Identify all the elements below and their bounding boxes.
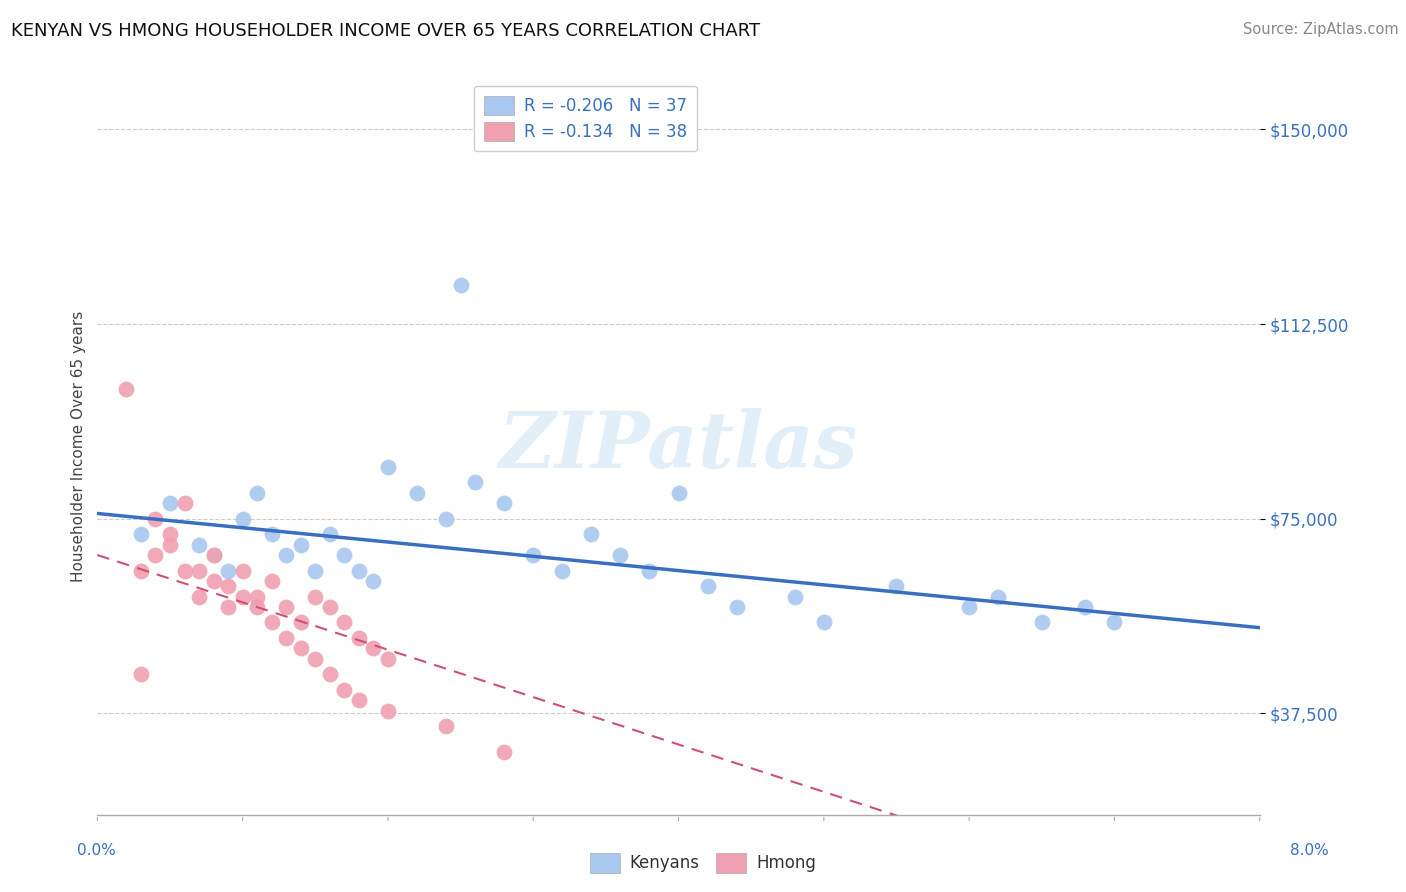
Point <box>522 548 544 562</box>
Point <box>319 599 342 614</box>
Point <box>129 667 152 681</box>
Point <box>494 745 516 759</box>
Point <box>188 538 211 552</box>
Point <box>129 564 152 578</box>
Point <box>783 590 806 604</box>
Point <box>188 564 211 578</box>
Point <box>333 548 356 562</box>
Point <box>813 615 835 630</box>
Point <box>333 615 356 630</box>
Point <box>246 590 269 604</box>
Point <box>260 574 283 588</box>
Point <box>276 599 298 614</box>
Point <box>406 485 429 500</box>
Point <box>246 599 269 614</box>
Point <box>668 485 690 500</box>
Point <box>319 667 342 681</box>
Point <box>450 278 472 293</box>
Point <box>232 564 254 578</box>
Text: ZIPatlas: ZIPatlas <box>499 408 858 484</box>
Point <box>363 574 385 588</box>
Legend: R = -0.206   N = 37, R = -0.134   N = 38: R = -0.206 N = 37, R = -0.134 N = 38 <box>474 86 697 151</box>
Point <box>957 599 980 614</box>
Point <box>1104 615 1126 630</box>
Point <box>173 496 195 510</box>
Point <box>159 496 181 510</box>
Point <box>260 615 283 630</box>
Point <box>115 382 138 396</box>
Point <box>246 485 269 500</box>
Text: 8.0%: 8.0% <box>1289 843 1329 858</box>
Point <box>202 574 225 588</box>
Text: 0.0%: 0.0% <box>77 843 117 858</box>
Y-axis label: Householder Income Over 65 years: Householder Income Over 65 years <box>72 310 86 582</box>
Point <box>276 631 298 645</box>
Point <box>377 704 399 718</box>
Point <box>159 527 181 541</box>
Point <box>304 590 326 604</box>
Text: KENYAN VS HMONG HOUSEHOLDER INCOME OVER 65 YEARS CORRELATION CHART: KENYAN VS HMONG HOUSEHOLDER INCOME OVER … <box>11 22 761 40</box>
Point <box>217 564 239 578</box>
Point <box>494 496 516 510</box>
Point <box>551 564 574 578</box>
Legend: Kenyans, Hmong: Kenyans, Hmong <box>583 847 823 880</box>
Point <box>145 548 167 562</box>
Point <box>725 599 748 614</box>
Point <box>319 527 342 541</box>
Point <box>363 641 385 656</box>
Point <box>987 590 1010 604</box>
Point <box>290 615 312 630</box>
Point <box>696 579 718 593</box>
Point <box>290 641 312 656</box>
Point <box>173 564 195 578</box>
Point <box>886 579 908 593</box>
Text: Source: ZipAtlas.com: Source: ZipAtlas.com <box>1243 22 1399 37</box>
Point <box>260 527 283 541</box>
Point <box>347 631 370 645</box>
Point <box>232 511 254 525</box>
Point <box>202 548 225 562</box>
Point <box>377 652 399 666</box>
Point <box>377 459 399 474</box>
Point <box>1074 599 1097 614</box>
Point <box>217 599 239 614</box>
Point <box>188 590 211 604</box>
Point <box>347 564 370 578</box>
Point <box>434 511 457 525</box>
Point <box>609 548 631 562</box>
Point <box>304 652 326 666</box>
Point <box>304 564 326 578</box>
Point <box>232 590 254 604</box>
Point <box>434 719 457 733</box>
Point <box>202 548 225 562</box>
Point <box>129 527 152 541</box>
Point <box>276 548 298 562</box>
Point <box>290 538 312 552</box>
Point <box>464 475 486 490</box>
Point <box>145 511 167 525</box>
Point <box>347 693 370 707</box>
Point <box>217 579 239 593</box>
Point <box>159 538 181 552</box>
Point <box>1031 615 1053 630</box>
Point <box>638 564 661 578</box>
Point <box>333 683 356 698</box>
Point <box>581 527 603 541</box>
